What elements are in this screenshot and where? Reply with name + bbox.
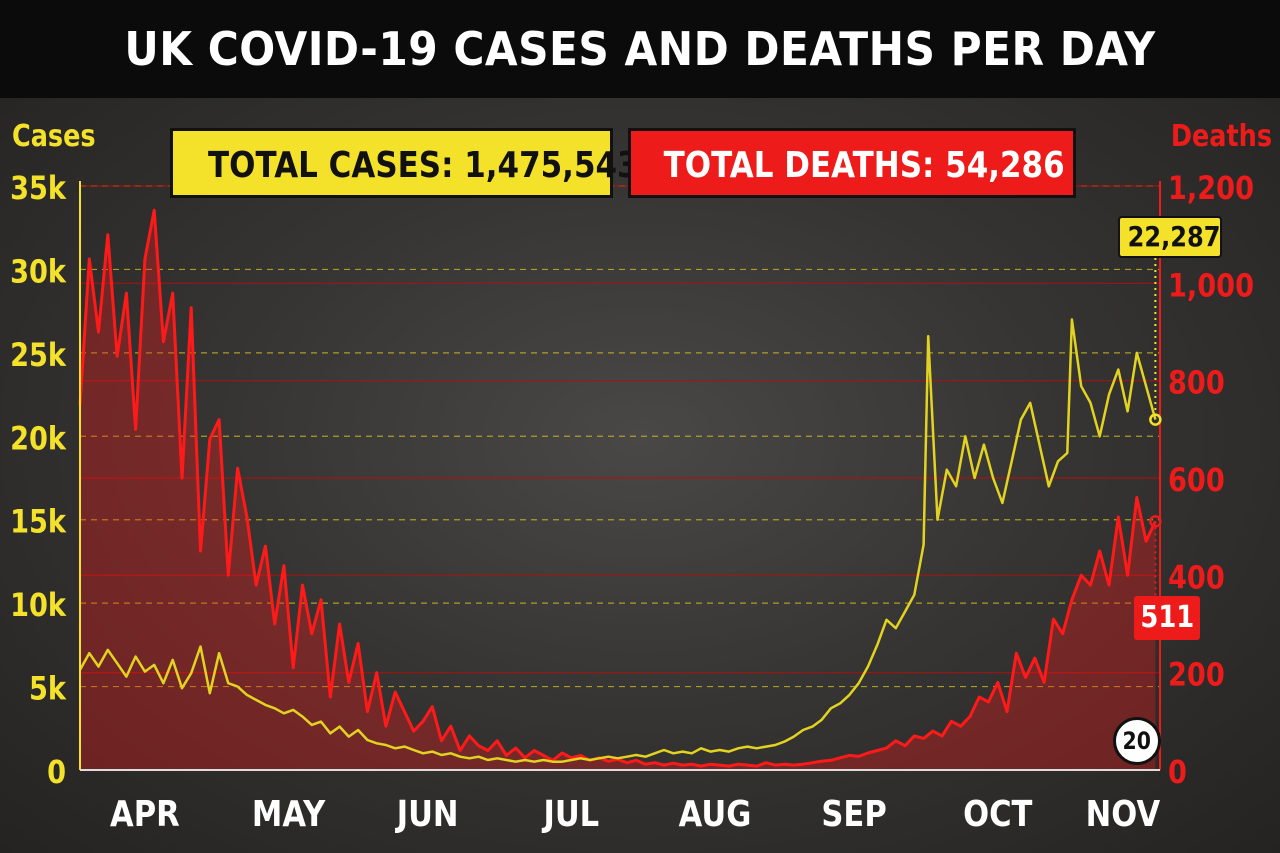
latest-date-text: 20 <box>1122 727 1152 755</box>
chart: 0 5k 10k 15k 20k 25k 30k 35k 0 200 400 600 800 1,000 1… <box>10 118 1272 835</box>
cases-tick-label: 20k <box>10 420 67 458</box>
deaths-tick-label: 800 <box>1168 365 1225 403</box>
month-tick-label: APR <box>110 793 180 835</box>
month-tick-label: MAY <box>252 793 326 835</box>
cases-tick-label: 10k <box>10 587 67 625</box>
month-tick-label: SEP <box>821 793 886 835</box>
deaths-area-fill <box>80 210 1156 771</box>
cases-series <box>78 318 1157 763</box>
deaths-tick-label: 200 <box>1168 657 1225 695</box>
total-deaths-text: TOTAL DEATHS: 54,286 <box>663 145 1065 186</box>
latest-deaths-point <box>1149 515 1162 528</box>
chart-title: UK COVID-19 CASES AND DEATHS PER DAY <box>124 22 1156 76</box>
month-tick-label: OCT <box>963 793 1033 835</box>
cases-tick-label: 35k <box>10 170 67 208</box>
cases-tick-label: 0 <box>47 754 66 792</box>
cases-axis-title: Cases <box>12 118 96 154</box>
total-cases-badge: TOTAL CASES: 1,475,543 <box>170 128 639 198</box>
cases-tick-label: 30k <box>10 253 67 291</box>
title-bar <box>0 0 1280 98</box>
deaths-tick-label: 0 <box>1168 754 1187 792</box>
chart-background <box>0 98 1280 853</box>
latest-date-badge: 20 <box>1113 717 1161 765</box>
latest-cases-text: 22,287 <box>1127 220 1221 253</box>
month-tick-label: JUN <box>395 793 459 835</box>
deaths-tick-label: 600 <box>1168 462 1225 500</box>
latest-markers <box>1149 258 1162 598</box>
deaths-tick-label: 1,200 <box>1168 170 1254 208</box>
cases-tick-label: 15k <box>10 504 67 542</box>
cases-line <box>78 318 1157 763</box>
axes: 0 5k 10k 15k 20k 25k 30k 35k 0 200 400 600 800 1,000 1… <box>10 118 1272 835</box>
latest-cases-label: 22,287 <box>1118 216 1222 258</box>
cases-tick-label: 5k <box>29 670 67 708</box>
total-cases-text: TOTAL CASES: 1,475,543 <box>208 145 639 186</box>
total-deaths-badge: TOTAL DEATHS: 54,286 <box>628 128 1076 198</box>
latest-cases-point <box>1149 413 1162 426</box>
month-tick-label: JUL <box>542 793 600 835</box>
month-tick-label: NOV <box>1086 793 1161 835</box>
latest-deaths-label: 511 <box>1134 596 1200 640</box>
latest-deaths-text: 511 <box>1140 600 1194 635</box>
deaths-axis-title: Deaths <box>1171 118 1272 154</box>
deaths-tick-label: 400 <box>1168 559 1225 597</box>
deaths-tick-label: 1,000 <box>1168 267 1254 305</box>
month-tick-label: AUG <box>679 793 752 835</box>
cases-tick-label: 25k <box>10 337 67 375</box>
